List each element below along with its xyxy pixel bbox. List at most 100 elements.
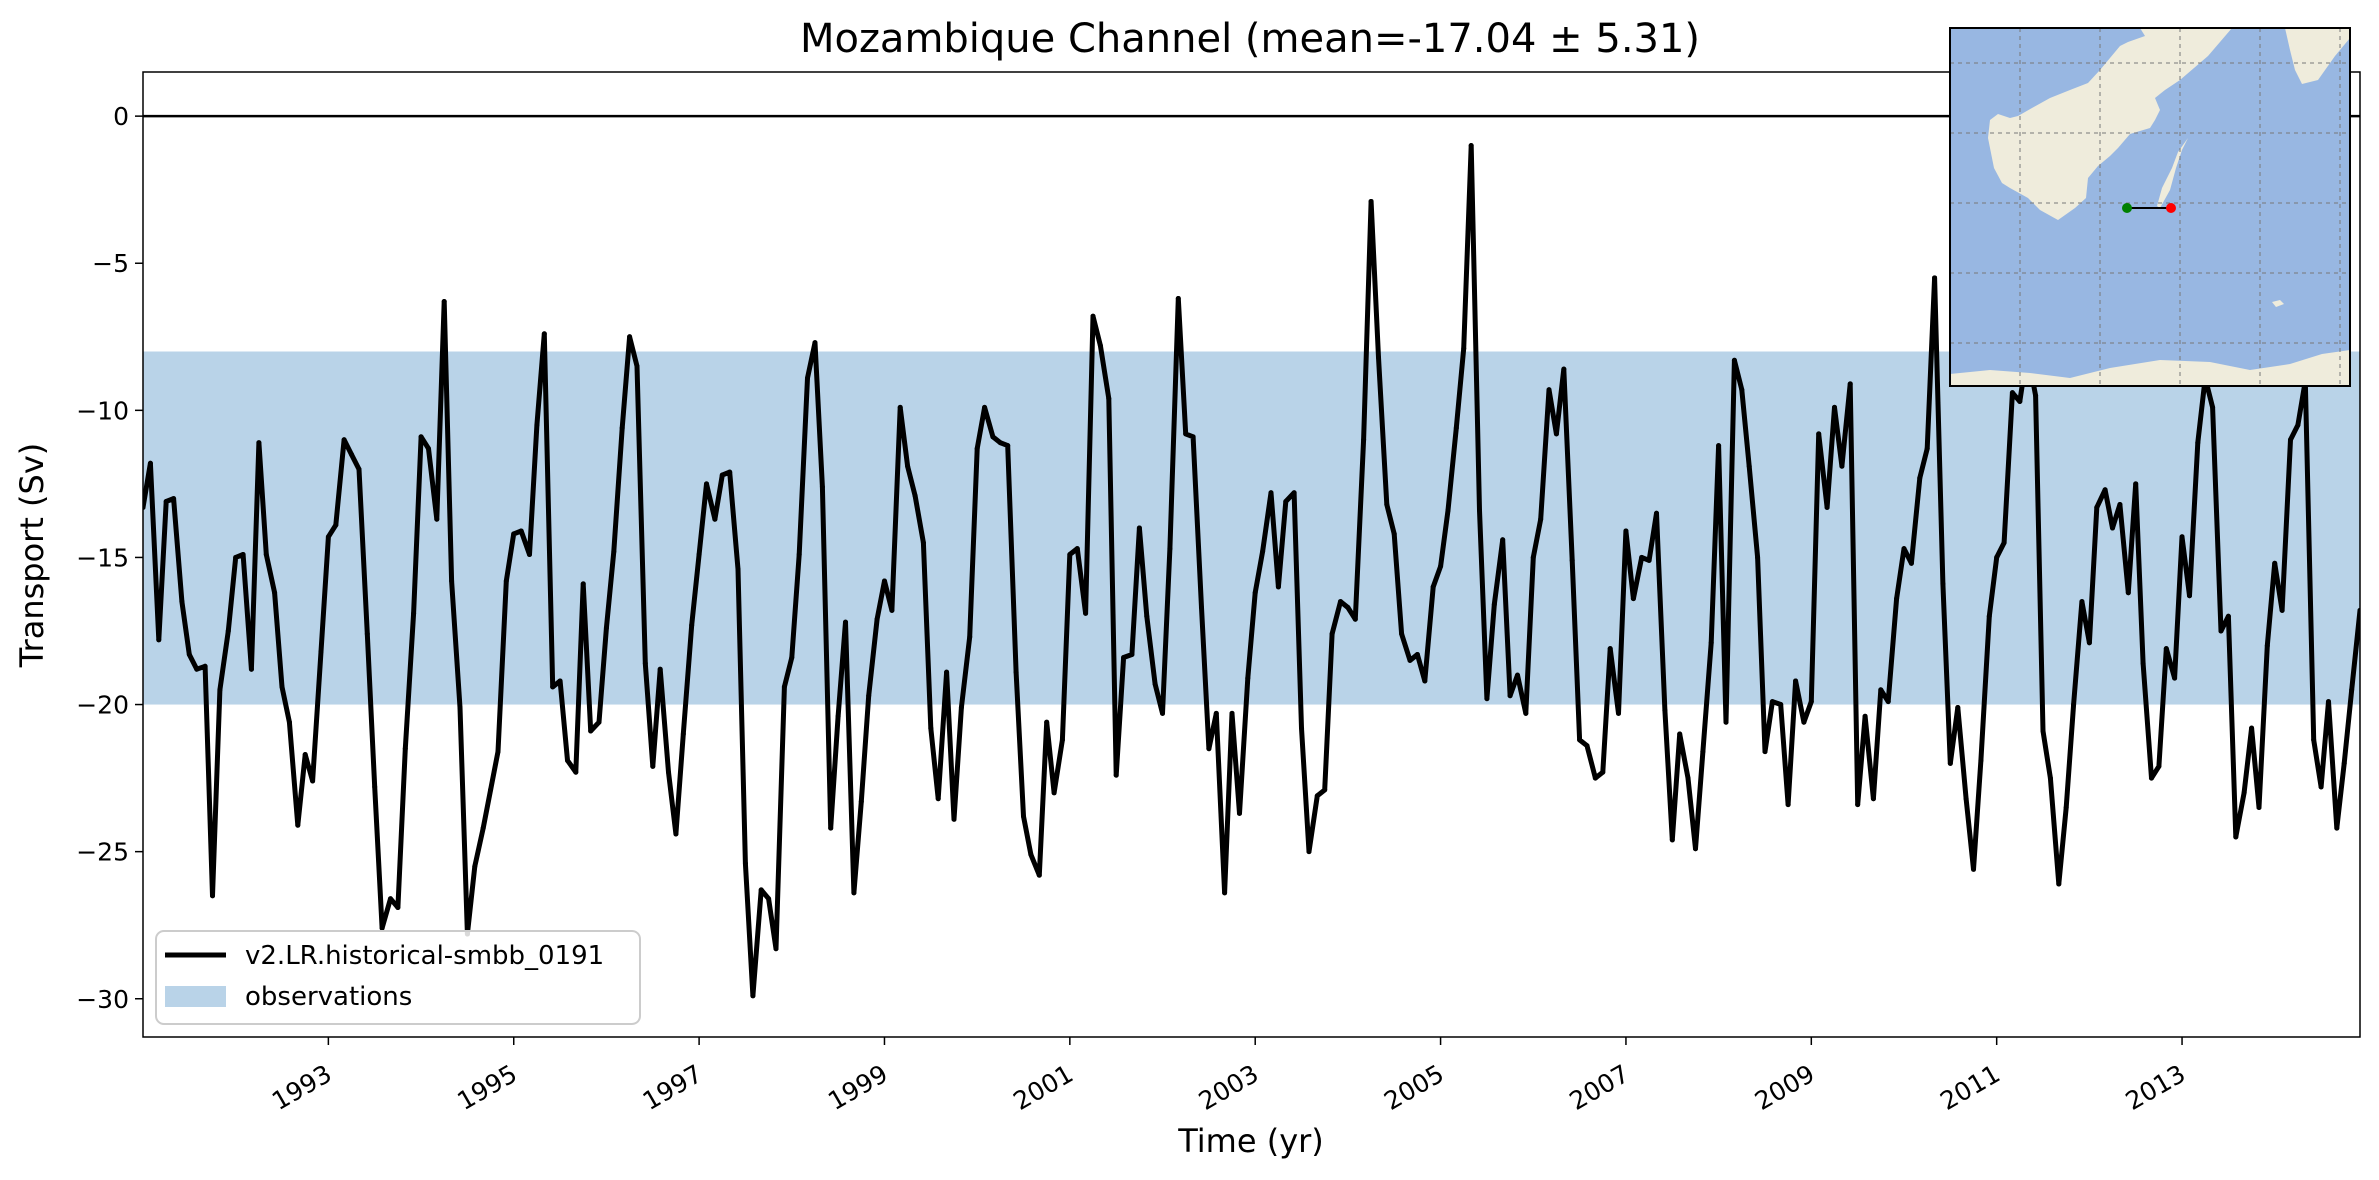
data-point bbox=[2156, 763, 2162, 769]
data-point bbox=[1971, 866, 1977, 872]
data-point bbox=[1623, 528, 1629, 534]
data-point bbox=[1654, 510, 1660, 516]
data-point bbox=[750, 993, 756, 999]
data-point bbox=[341, 437, 347, 443]
legend-frame bbox=[155, 930, 641, 1025]
data-point bbox=[912, 493, 918, 499]
data-point bbox=[634, 363, 640, 369]
data-point bbox=[402, 746, 408, 752]
data-point bbox=[550, 684, 556, 690]
data-point bbox=[1136, 525, 1142, 531]
data-point bbox=[1816, 431, 1822, 437]
data-point bbox=[2017, 399, 2023, 405]
data-point bbox=[982, 404, 988, 410]
data-point bbox=[1430, 584, 1436, 590]
data-point bbox=[596, 719, 602, 725]
data-point bbox=[696, 552, 702, 557]
plot-frame bbox=[142, 71, 2361, 1038]
data-point bbox=[704, 481, 710, 487]
data-point bbox=[1561, 366, 1567, 372]
data-point bbox=[1391, 531, 1397, 537]
data-point bbox=[789, 654, 795, 660]
data-point bbox=[1708, 640, 1714, 646]
data-point bbox=[603, 625, 609, 631]
data-point bbox=[202, 663, 208, 669]
data-point bbox=[573, 769, 579, 775]
data-point bbox=[974, 446, 980, 452]
data-point bbox=[495, 749, 501, 755]
data-point bbox=[951, 816, 957, 822]
data-point bbox=[248, 666, 254, 672]
data-point bbox=[1160, 710, 1166, 716]
data-point bbox=[1236, 810, 1242, 816]
data-point bbox=[905, 463, 911, 469]
data-point bbox=[1639, 554, 1645, 560]
data-point bbox=[619, 425, 625, 431]
data-point bbox=[712, 516, 718, 522]
data-point bbox=[1785, 802, 1791, 808]
data-point bbox=[179, 599, 185, 605]
data-point bbox=[874, 616, 880, 622]
data-point bbox=[1283, 499, 1289, 505]
data-point bbox=[1407, 657, 1413, 663]
data-point bbox=[1908, 560, 1914, 566]
data-point bbox=[689, 622, 695, 628]
y-axis: 0 −5 −10 −15 −20 −25 −30 bbox=[76, 102, 143, 1014]
data-point bbox=[1924, 446, 1930, 452]
data-point bbox=[935, 796, 941, 802]
data-point bbox=[1190, 434, 1196, 440]
data-point bbox=[349, 451, 355, 457]
data-point bbox=[1414, 652, 1420, 658]
data-point bbox=[828, 825, 834, 831]
data-point bbox=[1275, 584, 1281, 590]
data-point bbox=[272, 590, 278, 596]
data-point bbox=[1616, 710, 1622, 716]
data-point bbox=[1477, 507, 1483, 513]
data-point bbox=[881, 578, 887, 584]
data-point bbox=[564, 757, 570, 763]
data-point bbox=[1824, 504, 1830, 510]
y-tick-label: −20 bbox=[76, 691, 129, 720]
data-point bbox=[171, 496, 177, 502]
data-point bbox=[2186, 593, 2192, 599]
data-point bbox=[1716, 443, 1722, 449]
data-point bbox=[642, 660, 648, 666]
data-point bbox=[325, 534, 331, 540]
data-point bbox=[1229, 710, 1235, 716]
data-point bbox=[1028, 852, 1034, 858]
data-point bbox=[2040, 728, 2046, 734]
data-point bbox=[472, 863, 478, 869]
data-point bbox=[1183, 431, 1189, 437]
data-point bbox=[2102, 487, 2108, 493]
data-point bbox=[727, 469, 733, 475]
data-point bbox=[1669, 837, 1675, 843]
data-point bbox=[858, 799, 864, 805]
data-point bbox=[766, 896, 772, 902]
data-point bbox=[1113, 772, 1119, 778]
data-point bbox=[2225, 613, 2231, 619]
data-point bbox=[2071, 702, 2077, 708]
data-point bbox=[588, 728, 594, 734]
data-point bbox=[742, 860, 748, 866]
data-point bbox=[511, 531, 517, 537]
data-point bbox=[147, 460, 153, 466]
x-axis-label: Time (yr) bbox=[1177, 1122, 1324, 1160]
data-point bbox=[1577, 737, 1583, 743]
island-landmass bbox=[2272, 300, 2284, 307]
data-point bbox=[666, 769, 672, 775]
data-point bbox=[1569, 557, 1575, 563]
data-point bbox=[1329, 631, 1335, 637]
data-point bbox=[735, 566, 741, 572]
arabia-landmass bbox=[2285, 28, 2350, 84]
data-point bbox=[1175, 296, 1181, 302]
data-point bbox=[480, 825, 486, 831]
data-point bbox=[1847, 381, 1853, 387]
data-point bbox=[2163, 646, 2169, 652]
data-point bbox=[1051, 790, 1057, 796]
data-point bbox=[1963, 796, 1969, 802]
data-point bbox=[2349, 687, 2355, 693]
data-point bbox=[1152, 681, 1158, 687]
data-point bbox=[2009, 390, 2015, 396]
data-point bbox=[2086, 640, 2092, 646]
